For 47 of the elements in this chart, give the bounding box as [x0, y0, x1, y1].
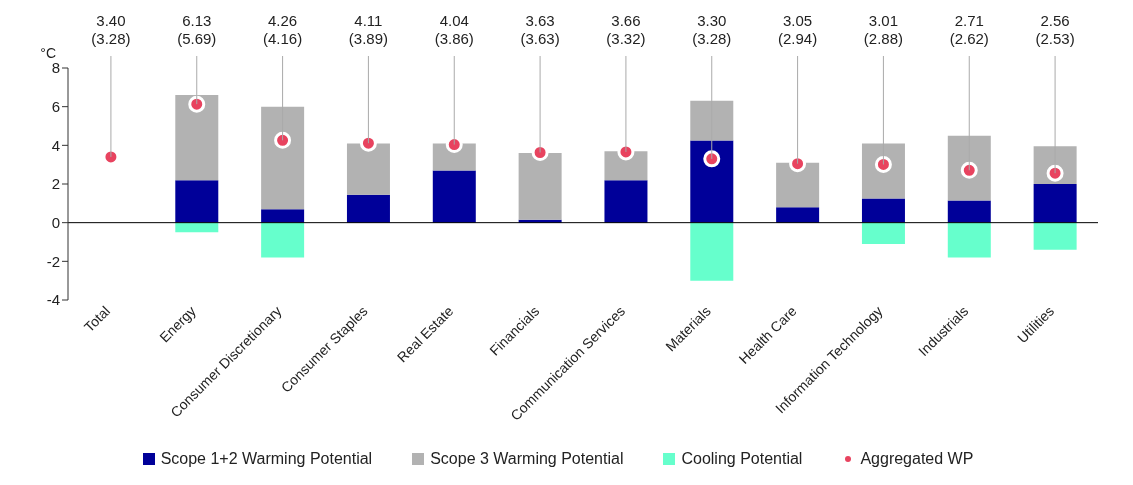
y-tick-label: -2 [46, 252, 60, 270]
bar [776, 162, 820, 208]
bar [1033, 222, 1077, 250]
bar [690, 140, 734, 223]
data-label: 3.40 (3.28) [91, 12, 131, 47]
legend-label: Aggregated WP [860, 450, 974, 468]
point [274, 131, 292, 149]
y-tick-label: 6 [51, 97, 60, 115]
bar [861, 222, 905, 244]
data-label: 3.66 (3.32) [606, 12, 646, 47]
y-axis-title: °C [40, 45, 56, 61]
bar [261, 222, 305, 258]
bar [690, 222, 734, 281]
data-label: 4.11 (3.89) [348, 12, 389, 47]
point [188, 95, 206, 113]
bar [1033, 184, 1077, 223]
bar [947, 222, 991, 258]
legend-label: Scope 3 Warming Potential [430, 450, 624, 468]
data-label: 3.30 (3.28) [692, 12, 732, 47]
bar [604, 151, 648, 181]
bar [261, 209, 305, 223]
data-label: 2.71 (2.62) [949, 12, 989, 47]
bar [432, 170, 476, 223]
y-tick-label: 4 [51, 136, 60, 154]
data-label: 4.26 (4.16) [262, 12, 303, 47]
bar [604, 180, 648, 223]
bar [346, 143, 390, 195]
bar [346, 194, 390, 223]
y-tick-label: 2 [51, 175, 60, 193]
data-label: 4.04 (3.86) [434, 12, 474, 47]
bar [175, 180, 219, 223]
data-label: 2.56 (2.53) [1035, 12, 1075, 47]
bar [947, 200, 991, 223]
y-tick-label: 8 [51, 59, 60, 77]
y-tick-label: 0 [51, 213, 60, 231]
bar [175, 222, 219, 233]
data-label: 3.01 (2.88) [863, 12, 904, 47]
bar [861, 198, 905, 223]
point [703, 150, 721, 168]
data-label: 6.13 (5.69) [177, 12, 217, 47]
data-label: 3.63 (3.63) [520, 12, 560, 47]
data-label: 3.05 (2.94) [777, 12, 818, 47]
bar [776, 207, 820, 223]
legend-label: Scope 1+2 Warming Potential [160, 450, 373, 468]
bar [518, 153, 562, 220]
y-tick-label: -4 [46, 291, 60, 309]
legend-label: Cooling Potential [681, 450, 803, 468]
